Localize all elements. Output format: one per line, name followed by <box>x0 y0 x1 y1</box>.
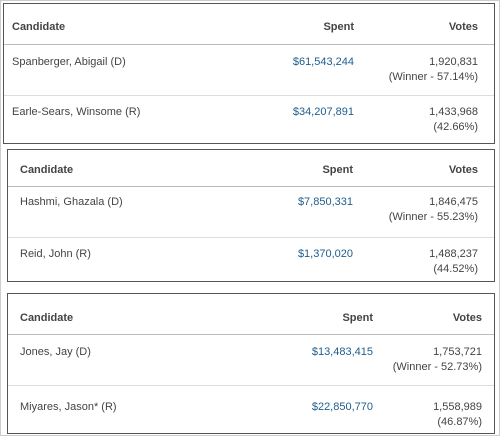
header-cell: Votes <box>448 21 478 33</box>
votes: 1,753,721 <box>433 346 482 358</box>
divider <box>8 186 494 187</box>
header-cell: Spent <box>322 164 353 176</box>
vote-share: (44.52%) <box>433 263 478 275</box>
header-cell: Candidate <box>12 21 66 33</box>
table: Candidate Spent Votes Spanberger, Abigail (… <box>3 3 495 144</box>
spent: $22,850,770 <box>311 401 373 413</box>
divider <box>8 334 494 335</box>
divider <box>4 44 494 45</box>
divider <box>8 385 494 386</box>
vote-share: (Winner - 52.73%) <box>392 361 482 373</box>
table: Candidate Spent Votes Jones, Jay (D) $13,483… <box>7 293 495 434</box>
header-cell: Votes <box>448 164 478 176</box>
candidate: Spanberger, Abigail (D) <box>12 56 126 68</box>
candidate: Earle-Sears, Winsome (R) <box>12 106 141 118</box>
votes: 1,488,237 <box>429 248 478 260</box>
candidate: Hashmi, Ghazala (D) <box>20 196 123 208</box>
vote-share: (42.66%) <box>433 121 478 133</box>
header-cell: Candidate <box>20 164 74 176</box>
votes: 1,920,831 <box>429 56 478 68</box>
candidate: Miyares, Jason* (R) <box>20 401 117 413</box>
spent: $13,483,415 <box>311 346 373 358</box>
header-cell: Spent <box>342 312 373 324</box>
spent: $7,850,331 <box>297 196 353 208</box>
votes: 1,433,968 <box>429 106 478 118</box>
header-cell: Votes <box>452 312 482 324</box>
spent: $34,207,891 <box>292 106 354 118</box>
divider <box>8 237 494 238</box>
votes: 1,558,989 <box>433 401 482 413</box>
vote-share: (Winner - 55.23%) <box>388 211 478 223</box>
header-cell: Spent <box>323 21 354 33</box>
candidate: Reid, John (R) <box>20 248 91 260</box>
table: Candidate Spent Votes Hashmi, Ghazala (D) $7… <box>7 149 495 282</box>
vote-share: (46.87%) <box>437 416 482 428</box>
votes: 1,846,475 <box>429 196 478 208</box>
spent: $61,543,244 <box>292 56 354 68</box>
spent: $1,370,020 <box>297 248 353 260</box>
vote-share: (Winner - 57.14%) <box>388 71 478 83</box>
header-cell: Candidate <box>20 312 74 324</box>
candidate: Jones, Jay (D) <box>20 346 91 358</box>
divider <box>4 95 494 96</box>
